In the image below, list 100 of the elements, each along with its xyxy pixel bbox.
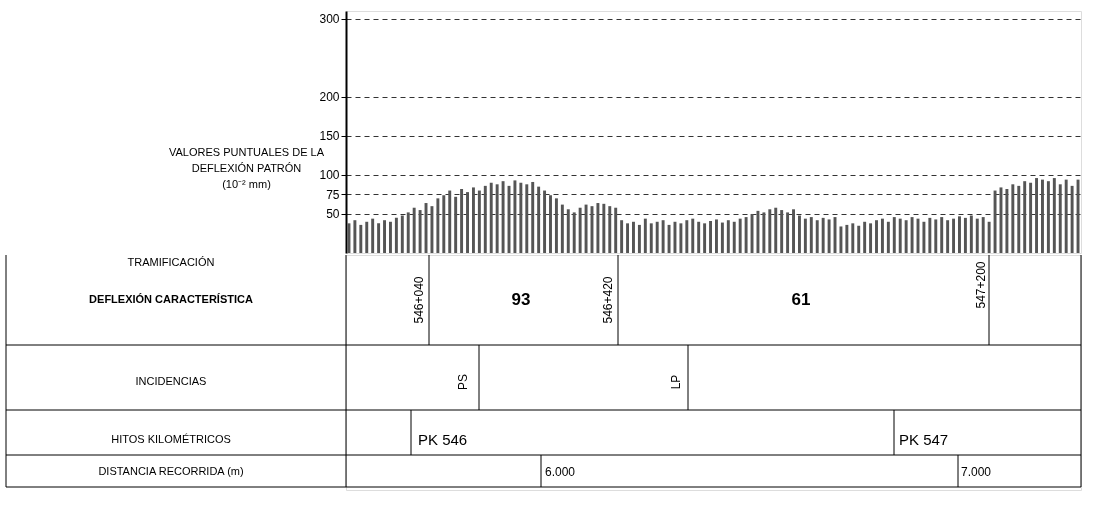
bar [792, 209, 795, 253]
bar [643, 218, 647, 253]
bar [768, 209, 772, 253]
bar [963, 217, 967, 253]
text: PK 547 [899, 431, 949, 448]
text: DEFLEXIÓN CARACTERÍSTICA [89, 293, 253, 305]
bar [471, 187, 475, 253]
bar [519, 182, 523, 253]
bar [359, 224, 363, 253]
bar [584, 204, 588, 253]
bar [892, 217, 896, 253]
bar [886, 221, 890, 253]
y-tick-label: 100 [319, 168, 340, 183]
bar [720, 222, 724, 253]
bar [637, 224, 641, 253]
bar [1064, 179, 1068, 253]
bar [371, 218, 375, 253]
bar [477, 190, 481, 253]
y-tick-label: 200 [319, 90, 340, 105]
bar [661, 220, 665, 253]
bar [762, 212, 766, 253]
bar [709, 220, 712, 253]
bar [554, 198, 558, 253]
bar [1005, 188, 1009, 253]
text: 61 [791, 290, 811, 309]
bar [1058, 184, 1062, 253]
bar [483, 185, 487, 253]
bar [904, 220, 908, 253]
bar [596, 203, 600, 253]
bar [460, 188, 464, 253]
bar [1052, 178, 1056, 253]
text: 546+040 [412, 276, 426, 324]
text: 93 [511, 290, 531, 309]
bar [436, 198, 440, 253]
y-tick-label: 300 [319, 12, 340, 27]
bar [744, 217, 748, 253]
bar [442, 195, 446, 253]
bar [1076, 179, 1080, 253]
bar [418, 210, 422, 253]
bar [975, 218, 979, 253]
bar [448, 190, 452, 253]
bar [952, 218, 956, 253]
bar [969, 215, 973, 253]
text: INCIDENCIAS [135, 375, 207, 387]
bar [655, 221, 659, 253]
bar [412, 207, 416, 253]
bar [958, 216, 961, 253]
bar [928, 217, 932, 253]
bar [922, 221, 926, 253]
bar [934, 219, 938, 253]
bar [667, 224, 671, 253]
bar [780, 210, 784, 253]
bar [691, 218, 695, 253]
y-tick-label: 50 [326, 207, 340, 222]
bar [1046, 181, 1050, 253]
bar [1070, 185, 1074, 253]
bar [697, 221, 701, 253]
bar [394, 217, 398, 253]
bar [566, 209, 570, 253]
bar [898, 218, 902, 253]
bar [388, 221, 392, 253]
bar [572, 212, 576, 253]
bar [501, 181, 505, 253]
bar [537, 186, 541, 253]
bar [578, 207, 582, 253]
bar [531, 181, 535, 253]
text: DISTANCIA RECORRIDA (m) [98, 465, 244, 477]
text: 7.000 [961, 465, 992, 479]
bar [987, 221, 991, 253]
bar [406, 212, 410, 253]
bar [797, 215, 801, 253]
bar [851, 223, 855, 253]
bar [756, 210, 760, 253]
text: 6.000 [545, 465, 576, 479]
bar [815, 220, 819, 253]
text: 547+200 [974, 261, 988, 309]
bar [489, 182, 493, 253]
bar [845, 224, 849, 253]
bar [353, 220, 357, 253]
bar [685, 220, 689, 253]
bar [543, 190, 547, 253]
bar [560, 204, 564, 253]
bar [1035, 178, 1039, 253]
bar [1041, 179, 1044, 253]
bar [513, 180, 517, 253]
bar [466, 192, 469, 253]
bar [738, 218, 742, 253]
bar [993, 190, 997, 253]
bar [863, 221, 867, 253]
bar [614, 207, 618, 253]
bar [347, 223, 351, 253]
bar [875, 220, 878, 253]
bar [839, 226, 843, 253]
bar [732, 221, 736, 253]
bar [703, 223, 707, 253]
y-tick-label: 150 [319, 129, 340, 144]
bar [679, 223, 683, 253]
bar [626, 223, 630, 253]
y-tick-label: 75 [326, 187, 340, 202]
text: TRAMIFICACIÓN [127, 256, 215, 268]
